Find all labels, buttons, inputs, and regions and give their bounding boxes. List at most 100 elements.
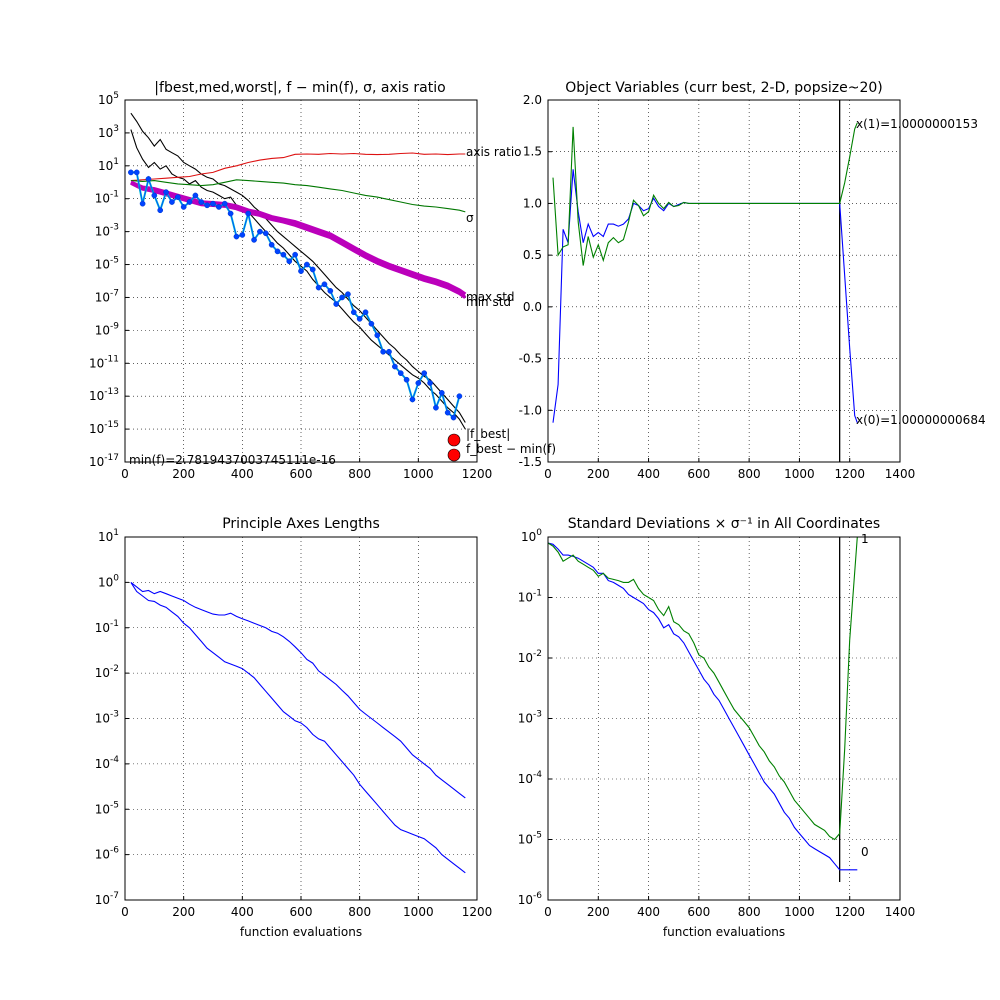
y-tick-label: 10-1 xyxy=(95,190,119,206)
y-tick-label: 10-13 xyxy=(89,387,119,403)
series-line-axis-1 xyxy=(130,581,466,799)
y-tick-label: -1.5 xyxy=(519,455,542,469)
panel-principle-axes-xlabel: function evaluations xyxy=(240,925,362,939)
data-point xyxy=(321,281,328,288)
data-point xyxy=(327,288,334,294)
y-tick-label: 100 xyxy=(521,528,542,544)
x-tick-label: 800 xyxy=(348,905,371,919)
y-tick-label: 10-5 xyxy=(95,800,119,816)
data-point xyxy=(192,192,199,199)
data-point xyxy=(315,284,322,291)
data-point xyxy=(139,200,146,207)
x-tick-label: 200 xyxy=(587,905,610,919)
x-tick-label: 1200 xyxy=(462,905,493,919)
data-point xyxy=(280,251,287,258)
panel-std-devs-title: Standard Deviations × σ⁻¹ in All Coordin… xyxy=(568,516,880,532)
label-max-std: max std xyxy=(466,290,515,304)
x-tick-label: 1000 xyxy=(784,905,815,919)
series-line-1 xyxy=(547,536,858,841)
x-tick-label: 200 xyxy=(587,467,610,481)
x-tick-label: 0 xyxy=(121,905,129,919)
y-tick-label: 10-17 xyxy=(89,453,119,469)
data-point xyxy=(392,363,398,370)
x-tick-label: 600 xyxy=(687,905,710,919)
x-tick-label: 1400 xyxy=(885,467,916,481)
data-point xyxy=(221,200,228,207)
y-tick-label: 10-15 xyxy=(89,420,119,436)
panel-object-variables: Object Variables (curr best, 2-D, popsiz… xyxy=(519,80,986,481)
data-point xyxy=(245,210,252,217)
label-fbest: |f_best| xyxy=(466,427,510,441)
fbest-marker xyxy=(447,433,461,447)
panel-object-variables-title: Object Variables (curr best, 2-D, popsiz… xyxy=(565,80,883,96)
panel-principle-axes-title: Principle Axes Lengths xyxy=(222,516,380,532)
label-min-std: min std xyxy=(466,295,511,309)
data-point xyxy=(210,200,216,207)
y-tick-label: 1.0 xyxy=(523,196,542,210)
y-tick-label: 10-4 xyxy=(95,755,120,771)
data-point xyxy=(427,380,433,386)
x-tick-label: 400 xyxy=(637,905,660,919)
data-point xyxy=(368,320,375,327)
data-point xyxy=(356,315,363,322)
y-tick-label: 10-6 xyxy=(95,846,120,862)
y-tick-label: 103 xyxy=(98,124,119,140)
x-tick-label: 0 xyxy=(121,467,129,481)
data-point xyxy=(174,194,181,200)
data-point xyxy=(180,204,187,210)
data-point xyxy=(438,390,445,396)
data-point xyxy=(292,251,298,258)
data-point xyxy=(309,266,316,273)
series-line-worst xyxy=(130,112,466,423)
x-tick-label: 0 xyxy=(544,467,552,481)
data-point xyxy=(169,199,175,205)
data-point xyxy=(251,237,257,243)
data-point xyxy=(362,309,369,316)
data-point xyxy=(333,301,340,307)
data-point xyxy=(456,393,463,400)
data-point xyxy=(345,291,351,298)
y-tick-label: 10-7 xyxy=(95,891,119,907)
y-tick-label: 10-11 xyxy=(89,354,119,370)
y-tick-label: 10-4 xyxy=(518,770,543,786)
data-point xyxy=(298,268,304,274)
y-tick-label: 105 xyxy=(98,91,119,107)
data-point xyxy=(350,309,357,316)
panel-fitness: |fbest,med,worst|, f − min(f), σ, axis r… xyxy=(89,80,556,481)
data-point xyxy=(145,176,152,182)
y-tick-label: 10-5 xyxy=(518,831,542,847)
data-point xyxy=(421,370,428,376)
y-tick-label: 10-2 xyxy=(518,649,542,665)
y-tick-label: 101 xyxy=(98,157,119,173)
y-tick-label: 10-9 xyxy=(95,321,120,337)
data-point xyxy=(433,404,439,411)
y-tick-label: 10-3 xyxy=(95,710,119,726)
data-point xyxy=(403,376,410,383)
data-point xyxy=(128,169,134,176)
data-point xyxy=(151,192,158,199)
y-tick-label: -1.0 xyxy=(519,403,542,417)
series-line-axis-2 xyxy=(130,582,466,874)
x-tick-label: 800 xyxy=(738,905,761,919)
label-sigma: σ xyxy=(466,211,474,225)
x-tick-label: 1200 xyxy=(834,905,865,919)
data-point xyxy=(409,396,416,403)
data-point xyxy=(380,348,386,355)
series-line-x-1- xyxy=(552,122,858,266)
y-tick-label: 10-3 xyxy=(518,710,542,726)
x-tick-label: 1200 xyxy=(834,467,865,481)
series-line-- xyxy=(130,179,466,213)
data-point xyxy=(444,409,451,416)
panel-std-devs: Standard Deviations × σ⁻¹ in All Coordin… xyxy=(518,516,916,939)
series-line-max-std xyxy=(130,180,467,296)
data-point xyxy=(204,202,210,209)
data-point xyxy=(304,261,310,268)
y-tick-label: 10-1 xyxy=(95,619,119,635)
x-tick-label: 200 xyxy=(172,905,195,919)
label-x1: x(1)=1.0000000153 xyxy=(856,117,978,131)
label-fbest-diff: f_best − min(f) xyxy=(466,442,556,456)
x-tick-label: 200 xyxy=(172,467,195,481)
data-point xyxy=(257,228,263,235)
series-line-0 xyxy=(547,542,858,871)
